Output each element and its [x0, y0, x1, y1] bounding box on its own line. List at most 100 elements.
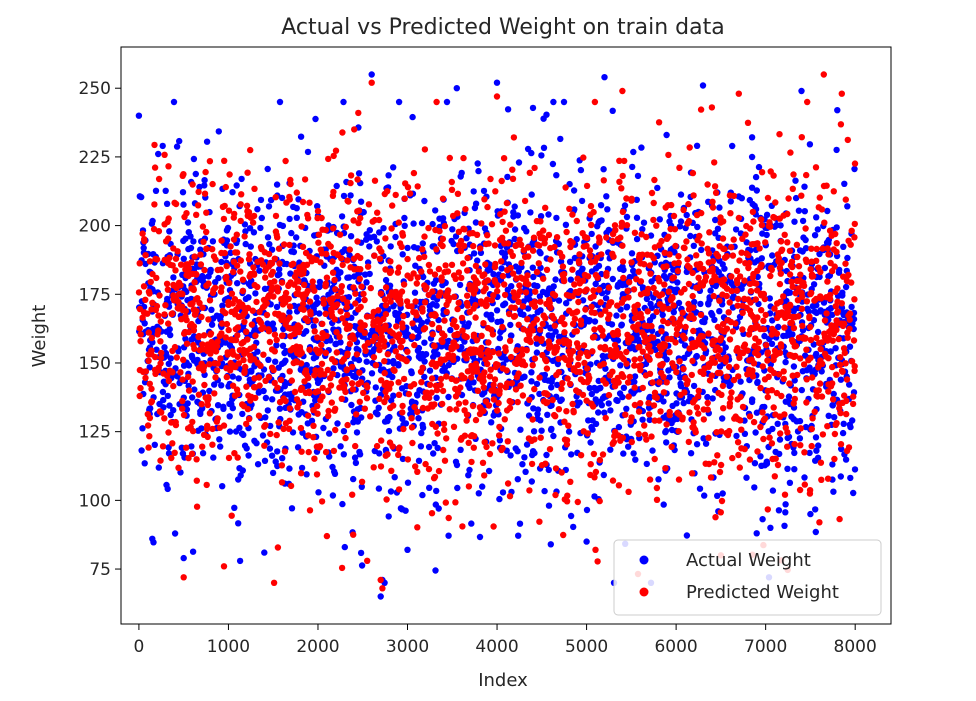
- predicted-point: [409, 333, 416, 340]
- predicted-point: [815, 387, 822, 394]
- actual-point: [368, 71, 375, 78]
- predicted-point: [169, 262, 176, 269]
- predicted-point: [347, 179, 354, 187]
- predicted-point: [141, 237, 148, 245]
- predicted-point: [428, 510, 436, 517]
- predicted-point: [695, 387, 702, 394]
- predicted-point: [704, 399, 711, 407]
- predicted-point: [673, 331, 680, 338]
- predicted-point: [555, 406, 563, 413]
- actual-point: [443, 338, 450, 345]
- predicted-point: [771, 369, 778, 377]
- predicted-point: [439, 235, 447, 243]
- predicted-point: [718, 391, 725, 398]
- actual-point: [450, 240, 457, 248]
- actual-point: [709, 311, 716, 319]
- predicted-point: [281, 448, 289, 455]
- predicted-point: [349, 363, 356, 371]
- predicted-point: [487, 175, 494, 183]
- predicted-point: [644, 308, 651, 315]
- predicted-point: [819, 431, 827, 438]
- actual-point: [816, 250, 823, 258]
- predicted-point: [377, 337, 384, 344]
- predicted-point: [318, 498, 326, 505]
- predicted-point: [555, 369, 562, 376]
- predicted-point: [713, 429, 720, 436]
- predicted-point: [645, 344, 652, 351]
- predicted-point: [136, 325, 143, 332]
- actual-point: [340, 192, 348, 200]
- actual-point: [417, 443, 425, 450]
- actual-point: [471, 204, 479, 212]
- actual-point: [737, 378, 744, 385]
- actual-point: [841, 180, 848, 187]
- actual-point: [523, 228, 530, 235]
- predicted-point: [217, 355, 224, 362]
- actual-point: [719, 415, 726, 422]
- actual-point: [298, 409, 305, 416]
- actual-point: [677, 382, 685, 390]
- predicted-point: [663, 379, 670, 386]
- actual-point: [329, 463, 336, 471]
- predicted-point: [443, 435, 450, 442]
- actual-point: [465, 320, 472, 327]
- actual-point: [677, 218, 685, 225]
- predicted-point: [388, 225, 395, 232]
- actual-point: [290, 203, 297, 211]
- actual-point: [429, 301, 437, 308]
- predicted-point: [388, 289, 396, 296]
- actual-point: [481, 389, 488, 396]
- predicted-point: [716, 297, 723, 304]
- predicted-point: [826, 227, 834, 234]
- actual-point: [167, 411, 174, 419]
- predicted-point: [651, 417, 658, 424]
- actual-point: [743, 474, 750, 481]
- actual-point: [531, 449, 538, 457]
- predicted-point: [272, 212, 280, 220]
- predicted-point: [319, 320, 326, 328]
- predicted-point: [332, 426, 339, 434]
- actual-point: [185, 382, 192, 390]
- predicted-point: [244, 336, 251, 343]
- predicted-point: [287, 176, 294, 184]
- predicted-point: [185, 454, 192, 462]
- predicted-point: [496, 236, 504, 244]
- actual-point: [370, 233, 378, 240]
- predicted-point: [391, 367, 398, 374]
- predicted-point: [460, 154, 467, 162]
- predicted-point: [746, 456, 754, 463]
- predicted-point: [577, 321, 585, 328]
- predicted-point: [562, 184, 569, 191]
- actual-point: [712, 216, 719, 224]
- predicted-point: [631, 384, 638, 391]
- actual-point: [404, 244, 411, 252]
- predicted-point: [470, 444, 477, 451]
- predicted-point: [536, 518, 543, 525]
- predicted-point: [330, 152, 337, 160]
- predicted-point: [467, 349, 474, 357]
- predicted-point: [580, 342, 588, 349]
- predicted-point: [506, 493, 514, 500]
- predicted-point: [538, 462, 546, 469]
- predicted-point: [660, 389, 668, 396]
- predicted-point: [563, 408, 570, 415]
- actual-point: [401, 214, 408, 222]
- predicted-point: [339, 315, 346, 322]
- actual-point: [587, 439, 594, 446]
- actual-point: [180, 554, 187, 562]
- predicted-point: [618, 185, 625, 192]
- actual-point: [430, 450, 437, 457]
- predicted-point: [511, 304, 518, 311]
- predicted-point: [685, 200, 692, 208]
- predicted-point: [517, 241, 525, 248]
- actual-point: [266, 241, 273, 248]
- actual-point: [219, 483, 226, 490]
- actual-point: [528, 191, 535, 198]
- predicted-point: [843, 447, 851, 455]
- actual-point: [480, 187, 488, 195]
- predicted-point: [633, 326, 640, 333]
- actual-point: [252, 290, 259, 297]
- predicted-point: [552, 465, 560, 472]
- predicted-point: [431, 271, 439, 278]
- predicted-point: [504, 240, 512, 247]
